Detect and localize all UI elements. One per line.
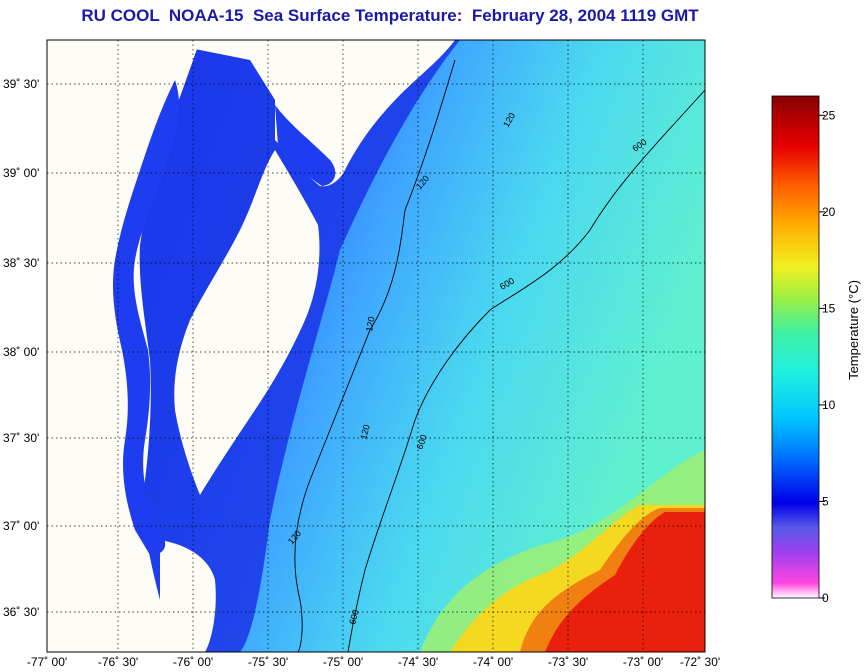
colorbar: 0 5 10 15 20 25 Temperature (°C) [771,95,861,605]
land-new-jersey [47,40,455,187]
map-area: 120 120 120 120 120 600 600 600 600 [47,40,705,652]
colorbar-gradient [771,95,820,599]
delaware-bay [275,105,336,186]
land-delmarva [174,150,320,495]
colorbar-tick-label: 5 [822,494,829,508]
lon-label: -76˚ 00' [173,655,213,669]
map-title: RU COOL NOAA-15 Sea Surface Temperature:… [81,6,699,25]
lat-label: 37˚ 00' [3,519,39,533]
colorbar-tick-label: 15 [822,301,836,315]
lon-label: -74˚ 00' [473,655,513,669]
colorbar-tick-label: 25 [822,108,836,122]
colorbar-tick-label: 10 [822,398,836,412]
chesapeake-bay [112,80,180,555]
longitude-labels: -77˚ 00' -76˚ 30' -76˚ 00' -75˚ 30' -75˚… [27,655,720,669]
map-frame [46,39,706,653]
colorbar-ticks: 0 5 10 15 20 25 [819,108,836,605]
lon-label: -75˚ 30' [248,655,288,669]
contour-label: 120 [364,316,376,333]
lon-label: -73˚ 30' [548,655,588,669]
land-virginia-coast [160,540,216,652]
lon-label: -77˚ 00' [27,655,67,669]
lat-label: 37˚ 30' [3,431,39,445]
lat-label: 38˚ 30' [3,256,39,270]
lat-label: 39˚ 00' [3,166,39,180]
gulf-stream-region [545,512,705,652]
colorbar-label: Temperature (°C) [846,280,861,380]
contour-600m [347,89,705,652]
lat-label: 36˚ 30' [3,605,39,619]
lon-label: -76˚ 30' [98,655,138,669]
contour-label: 120 [358,423,372,440]
contour-120m [294,59,456,652]
colorbar-tick-label: 20 [822,205,836,219]
lat-label: 38˚ 00' [3,345,39,359]
colorbar-tick-label: 0 [822,591,829,605]
lat-label: 39˚ 30' [3,77,39,91]
lon-label: -74˚ 30' [398,655,438,669]
contour-label: 600 [347,608,361,625]
latitude-labels: 39˚ 30' 39˚ 00' 38˚ 30' 38˚ 00' 37˚ 30' … [3,77,39,619]
lon-label: -72˚ 30' [680,655,720,669]
graticule [47,40,705,652]
lon-label: -75˚ 00' [323,655,363,669]
lon-label: -73˚ 00' [623,655,663,669]
